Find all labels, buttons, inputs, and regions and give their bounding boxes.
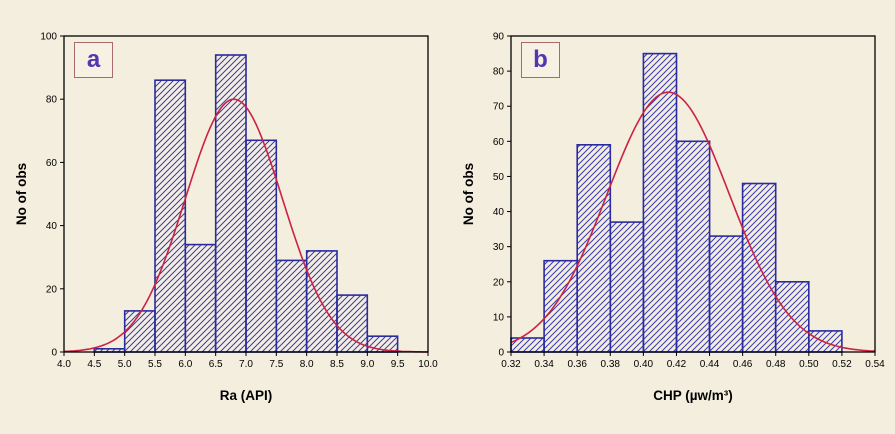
x-tick-label: 4.0 <box>57 359 71 370</box>
x-axis-title: Ra (API) <box>219 388 273 403</box>
y-tick-label: 60 <box>46 158 58 169</box>
plot-area-b: 0.32 0.34 0.36 0.38 0.40 0.42 0.44 0.46 0.48 0.50… <box>493 32 885 371</box>
y-tick-label: 20 <box>493 277 505 288</box>
histogram-bar <box>642 52 678 353</box>
y-tick-label: 100 <box>40 32 57 43</box>
panel-label-b: b <box>521 42 560 78</box>
x-tick-label: 0.38 <box>601 359 621 370</box>
histogram-bar <box>708 235 744 353</box>
y-tick-label: 30 <box>493 242 505 253</box>
y-tick-label: 50 <box>493 172 505 183</box>
x-tick-label: 5.0 <box>118 359 132 370</box>
y-axis-title: No of obs <box>14 162 29 226</box>
histogram-bar <box>774 280 810 353</box>
x-tick-label: 7.0 <box>239 359 253 370</box>
histogram-bar <box>336 294 369 353</box>
x-tick-label: 8.0 <box>300 359 314 370</box>
x-tick-label: 5.5 <box>148 359 162 370</box>
x-tick-label: 0.32 <box>501 359 521 370</box>
y-tick-label: 20 <box>46 284 58 295</box>
x-axis-title: CHP (µw/m³) <box>653 388 733 403</box>
x-tick-label: 9.5 <box>391 359 405 370</box>
histogram-bar <box>275 259 308 353</box>
histogram-bar <box>576 144 612 353</box>
x-tick-label: 0.42 <box>667 359 687 370</box>
panel-label-a: a <box>74 42 113 78</box>
histogram-panel-b: 0.32 0.34 0.36 0.38 0.40 0.42 0.44 0.46 0.48 0.50… <box>455 6 889 430</box>
histogram-bar <box>123 310 156 353</box>
plot-area-a: 4.0 4.5 5.0 5.5 6.0 6.5 7.0 7.5 8.0 8.5 9.0 9.5 10.0… <box>40 32 438 371</box>
y-tick-label: 70 <box>493 102 505 113</box>
histogram-bar <box>245 139 278 353</box>
x-tick-label: 0.52 <box>832 359 852 370</box>
x-tick-label: 0.50 <box>799 359 819 370</box>
histogram-panel-a: 4.0 4.5 5.0 5.5 6.0 6.5 7.0 7.5 8.0 8.5 9.0 9.5 10.0… <box>8 6 442 430</box>
y-tick-label: 0 <box>498 348 504 359</box>
y-tick-label: 60 <box>493 137 505 148</box>
x-tick-label: 0.36 <box>567 359 587 370</box>
histogram-bar <box>807 330 843 353</box>
x-tick-label: 10.0 <box>418 359 438 370</box>
y-tick-label: 10 <box>493 312 505 323</box>
y-tick-label: 40 <box>493 207 505 218</box>
histogram-bar <box>154 79 187 353</box>
y-tick-label: 0 <box>51 348 57 359</box>
y-axis-title: No of obs <box>461 162 476 226</box>
histogram-bar <box>609 221 645 353</box>
panel-label-b-text: b <box>533 46 548 73</box>
x-tick-label: 0.46 <box>733 359 753 370</box>
y-tick-label: 80 <box>493 67 505 78</box>
x-tick-label: 4.5 <box>87 359 101 370</box>
x-tick-label: 8.5 <box>330 359 344 370</box>
x-tick-label: 9.0 <box>360 359 374 370</box>
panel-label-a-text: a <box>86 46 101 73</box>
x-tick-label: 0.48 <box>766 359 786 370</box>
normal-fit-curve <box>510 91 876 352</box>
x-tick-label: 0.44 <box>700 359 720 370</box>
plot-frame <box>510 35 876 353</box>
x-tick-label: 0.34 <box>534 359 554 370</box>
x-tick-label: 6.5 <box>209 359 223 370</box>
x-tick-label: 0.40 <box>634 359 654 370</box>
y-tick-label: 90 <box>493 32 505 43</box>
histogram-bar <box>741 182 777 353</box>
histogram-bar <box>184 243 217 353</box>
x-tick-label: 0.54 <box>865 359 885 370</box>
x-tick-label: 7.5 <box>269 359 283 370</box>
normal-fit-curve <box>63 98 428 353</box>
y-tick-label: 40 <box>46 221 58 232</box>
y-tick-label: 80 <box>46 95 58 106</box>
x-tick-label: 6.0 <box>178 359 192 370</box>
histogram-bar <box>675 140 711 353</box>
